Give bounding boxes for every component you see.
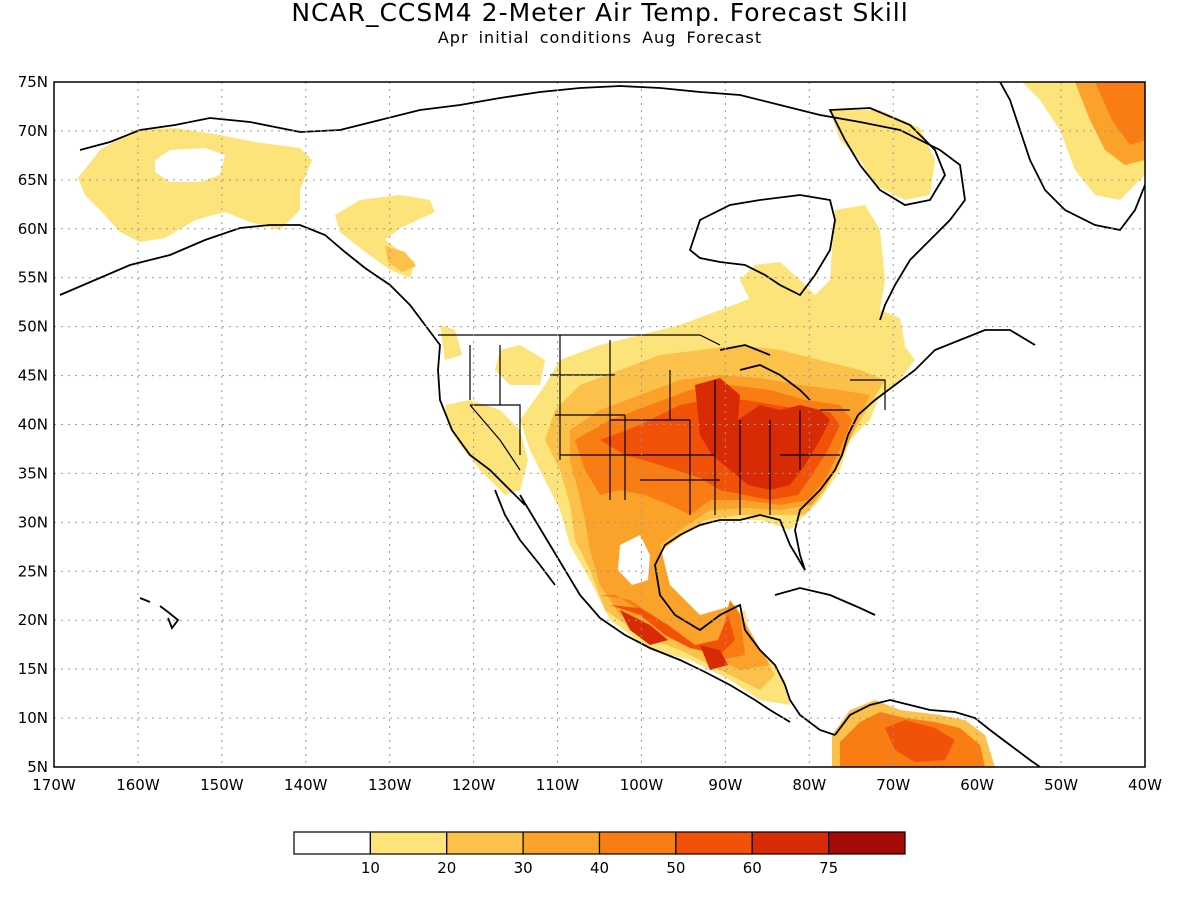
latitude-label: 65N <box>18 171 48 189</box>
latitude-label: 15N <box>18 660 48 678</box>
longitude-label: 50W <box>1044 776 1078 794</box>
colorbar-swatch <box>370 832 446 854</box>
latitude-label: 70N <box>18 122 48 140</box>
latitude-label: 50N <box>18 318 48 336</box>
colorbar-swatch <box>829 832 905 854</box>
latitude-label: 75N <box>18 73 48 91</box>
latitude-label: 60N <box>18 220 48 238</box>
colorbar-swatch <box>294 832 370 854</box>
latitude-label: 35N <box>18 464 48 482</box>
hawaii-coastline <box>140 598 178 628</box>
latitude-label: 55N <box>18 269 48 287</box>
colorbar-swatch <box>523 832 599 854</box>
latitude-label: 40N <box>18 416 48 434</box>
alaska-blank-core <box>155 148 225 182</box>
longitude-label: 70W <box>876 776 910 794</box>
cuba-coastline <box>775 588 875 615</box>
colorbar-label: 20 <box>437 859 456 877</box>
baffin-skill-region <box>830 110 935 200</box>
latitude-label: 25N <box>18 562 48 580</box>
colorbar-label: 60 <box>743 859 762 877</box>
latitude-label: 5N <box>27 758 48 776</box>
longitude-label: 100W <box>620 776 664 794</box>
latitude-label: 30N <box>18 513 48 531</box>
latitude-labels: 75N 70N 65N 60N 55N 50N 45N 40N 35N 30N 25N 20N 15N 1… <box>18 73 48 776</box>
colorbar-swatch <box>752 832 828 854</box>
colorbar-label: 30 <box>514 859 533 877</box>
latitude-label: 10N <box>18 709 48 727</box>
colorbar-swatch <box>447 832 523 854</box>
longitude-label: 140W <box>284 776 328 794</box>
colorbar-label: 40 <box>590 859 609 877</box>
colorbar-label: 10 <box>361 859 380 877</box>
colorbar-label: 75 <box>819 859 838 877</box>
longitude-label: 40W <box>1128 776 1162 794</box>
alaska-coastline <box>60 225 525 505</box>
longitude-label: 160W <box>116 776 160 794</box>
skill-shading <box>78 82 1145 767</box>
longitude-label: 60W <box>960 776 994 794</box>
longitude-label: 110W <box>536 776 580 794</box>
longitude-label: 130W <box>368 776 412 794</box>
forecast-skill-map: 170W 160W 150W 140W 130W 120W 110W 100W 90W 80W 70… <box>0 0 1200 900</box>
colorbar-swatch <box>676 832 752 854</box>
colorbar-legend: 10 20 30 40 50 60 75 <box>294 832 905 877</box>
longitude-labels: 170W 160W 150W 140W 130W 120W 110W 100W 90W 80W 70… <box>32 776 1162 794</box>
latitude-label: 45N <box>18 367 48 385</box>
longitude-label: 80W <box>792 776 826 794</box>
longitude-label: 150W <box>200 776 244 794</box>
colorbar-swatch <box>600 832 676 854</box>
longitude-label: 90W <box>708 776 742 794</box>
latitude-label: 20N <box>18 611 48 629</box>
longitude-label: 120W <box>452 776 496 794</box>
yukon-skill-region <box>335 195 435 278</box>
colorbar-label: 50 <box>666 859 685 877</box>
longitude-label: 170W <box>32 776 76 794</box>
